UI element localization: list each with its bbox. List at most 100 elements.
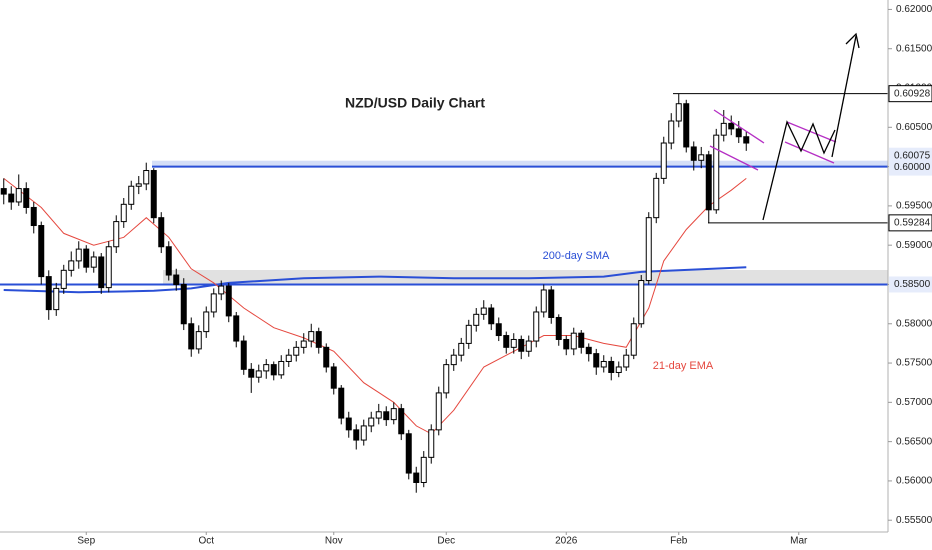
candle-body — [495, 323, 502, 337]
candle-body — [413, 472, 420, 483]
candle-body — [120, 203, 127, 223]
candle-body — [60, 269, 67, 289]
candle-body — [270, 364, 277, 376]
price-tag — [888, 85, 932, 103]
candle-body — [150, 170, 157, 219]
candle-body — [570, 332, 577, 350]
candle-body — [518, 338, 525, 352]
candle-body — [383, 411, 390, 421]
candle-body — [450, 354, 457, 366]
candle-body — [420, 456, 427, 483]
candle-body — [285, 354, 292, 362]
candle-body — [203, 311, 210, 333]
x-tick-label: Nov — [325, 536, 343, 547]
y-tick-label: 0.56000 — [896, 476, 932, 487]
candle-body — [683, 103, 690, 148]
candle-body — [345, 417, 352, 431]
candle-body — [428, 429, 435, 458]
candle-body — [293, 346, 300, 356]
plot-area — [0, 93, 750, 493]
x-tick-label: Feb — [670, 536, 688, 547]
candle-body — [128, 185, 135, 205]
y-tick-label: 0.57000 — [896, 397, 932, 408]
candle-body — [713, 134, 720, 211]
x-tick-label: Mar — [790, 536, 808, 547]
drawings — [709, 32, 860, 221]
candle-body — [143, 170, 150, 185]
y-tick-label: 0.57500 — [896, 358, 932, 369]
candle-body — [548, 289, 555, 318]
x-tick-label: Oct — [198, 536, 214, 547]
candle-body — [165, 246, 172, 276]
candle-body — [443, 364, 450, 394]
candle-body — [488, 307, 495, 325]
resistance-zone — [152, 160, 888, 167]
candle-body — [705, 154, 712, 211]
candle-body — [0, 188, 7, 195]
candle-body — [660, 142, 667, 179]
candle-body — [353, 429, 360, 441]
candle-body — [555, 316, 562, 340]
candle-body — [195, 331, 202, 350]
x-tick-label: Dec — [437, 536, 455, 547]
candle-body — [158, 217, 165, 248]
candle-body — [105, 246, 112, 289]
y-tick-label: 0.55500 — [896, 515, 932, 526]
candle-body — [435, 392, 442, 431]
flag-line — [713, 109, 765, 144]
candle-body — [698, 154, 705, 161]
candle-body — [233, 315, 240, 342]
candle-body — [300, 340, 307, 348]
candle-body — [593, 353, 600, 368]
candle-body — [563, 338, 570, 350]
candle-body — [15, 188, 22, 203]
candle-body — [675, 103, 682, 122]
candle-body — [720, 122, 727, 136]
candle-body — [210, 293, 217, 313]
flag-line — [784, 141, 835, 164]
candle-body — [398, 408, 405, 435]
candle-body — [375, 411, 382, 419]
candle-body — [600, 360, 607, 368]
projection-path — [762, 120, 836, 221]
price-tag-label: 0.60075 — [894, 150, 931, 161]
candle-body — [53, 287, 60, 311]
candle-body — [45, 276, 52, 311]
candle-body — [323, 346, 330, 368]
candle-body — [465, 324, 472, 344]
candle-body — [653, 177, 660, 219]
candle-body — [23, 188, 30, 208]
candle-body — [135, 183, 142, 187]
moving-average — [3, 266, 747, 294]
candle-body — [113, 221, 120, 248]
candle-body — [608, 360, 615, 373]
candle-body — [180, 283, 187, 325]
price-tag — [889, 159, 932, 176]
candle-body — [533, 311, 540, 342]
candle-body — [83, 248, 90, 268]
chart-title: NZD/USD Daily Chart — [345, 95, 485, 111]
candle-body — [255, 370, 262, 378]
candle-body — [263, 364, 270, 372]
candle-body — [728, 122, 735, 130]
candle-body — [360, 425, 367, 441]
candle-body — [315, 331, 322, 348]
flag-line — [786, 121, 837, 143]
candle-body — [278, 360, 285, 376]
y-tick-label: 0.59500 — [896, 201, 932, 212]
candle-body — [540, 289, 547, 313]
candle-body — [390, 408, 397, 421]
projection-arrow — [831, 35, 857, 158]
candle-body — [638, 280, 645, 325]
y-tick-label: 0.62000 — [896, 4, 932, 15]
y-tick-label: 0.56500 — [896, 436, 932, 447]
candle-body — [735, 128, 742, 138]
y-tick-label: 0.59000 — [896, 240, 932, 251]
candle-body — [645, 217, 652, 282]
candle-body — [615, 366, 622, 373]
price-tag — [888, 214, 932, 232]
candle-body — [68, 260, 75, 271]
candle-body — [188, 323, 195, 350]
arrow-head — [845, 32, 860, 49]
candle-body — [225, 285, 232, 317]
